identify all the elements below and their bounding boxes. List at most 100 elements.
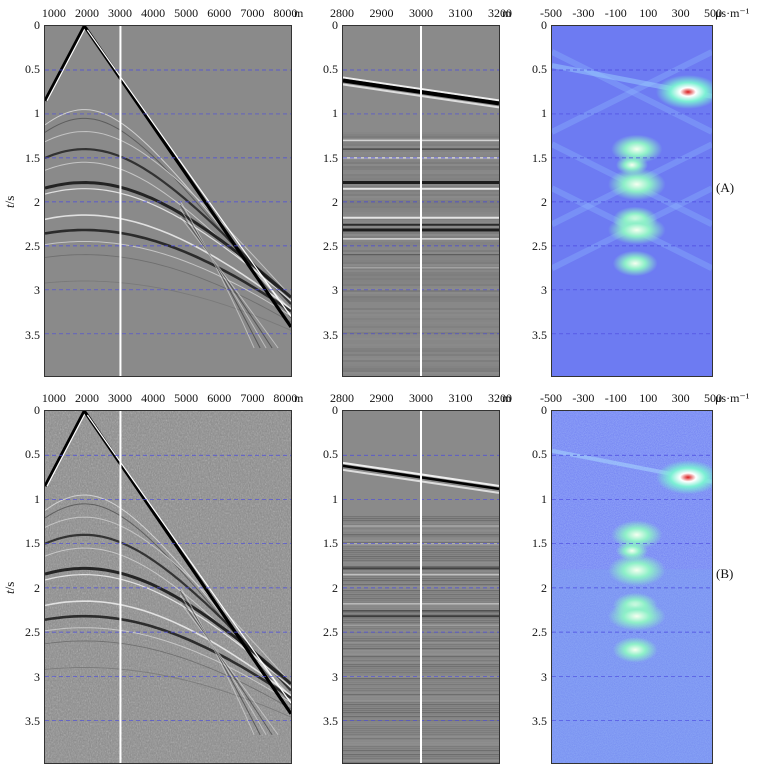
- semblance-peak: [612, 250, 658, 277]
- t-tick-label: 0.5: [25, 62, 40, 77]
- x-tick-label: -500: [540, 391, 562, 405]
- x-tick-label: -100: [604, 391, 627, 405]
- x-tick-label: -500: [540, 6, 562, 20]
- t-tick-label: 1.5: [323, 150, 338, 165]
- t-tick-label: 0.5: [323, 62, 338, 77]
- reflection-event: [45, 214, 291, 310]
- t-tick-label: 2.5: [532, 625, 547, 640]
- x-tick-label: 3200: [488, 391, 512, 405]
- x-tick-label: 1000: [41, 6, 66, 20]
- row-a-tag: (A): [716, 180, 735, 195]
- reflection-event: [45, 130, 291, 298]
- reflection-event: [45, 600, 291, 697]
- t-tick-label: 2.5: [25, 625, 40, 640]
- t-tick-label: 2: [332, 194, 338, 209]
- x-tick-label: 2800: [330, 6, 354, 20]
- zoom-svg: [343, 411, 499, 763]
- x-tick-label: 4000: [141, 6, 166, 20]
- t-tick-label: 3.5: [323, 327, 338, 342]
- x-unit-label: m: [294, 391, 304, 405]
- direct-wave-left: [45, 26, 86, 102]
- x-tick-label: -300: [572, 6, 595, 20]
- x-unit-label: m: [502, 6, 512, 20]
- semblance-peak: [616, 541, 648, 561]
- x-tick-label: -100: [604, 6, 627, 20]
- t-tick-label: 2: [541, 580, 547, 595]
- reflection-event: [45, 627, 291, 703]
- t-tick-label: 0: [541, 403, 547, 417]
- t-tick-label: 1: [332, 491, 338, 506]
- t-tick-label: 1: [541, 491, 547, 506]
- semblance-peak: [608, 601, 666, 631]
- x-tick-label: 3000: [108, 391, 133, 405]
- x-tick-label: 2800: [330, 391, 354, 405]
- reflection-event: [45, 180, 291, 299]
- semblance-peak: [608, 168, 666, 201]
- t-tick-label: 3.5: [532, 714, 547, 729]
- direct-wave-left: [45, 411, 86, 487]
- zoom-svg: [343, 26, 499, 376]
- t-tick-label: 1.5: [532, 150, 547, 165]
- t-tick-label: 0: [332, 403, 338, 417]
- reflection-event: [45, 533, 291, 692]
- x-tick-label: 500: [704, 6, 722, 20]
- x-tick-label: 300: [671, 391, 690, 405]
- t-tick-label: 1: [34, 106, 40, 121]
- reflection-event: [45, 228, 291, 313]
- reflection-event: [45, 516, 291, 684]
- semblance-peak: [611, 134, 663, 164]
- semblance-peak-max: [656, 74, 712, 109]
- x-tick-label: 8000: [273, 6, 298, 20]
- semblance-peak: [611, 520, 663, 550]
- t-tick-label: 0: [541, 18, 547, 32]
- x-unit-label: m: [294, 6, 304, 20]
- reflection-event: [45, 614, 291, 699]
- x-tick-label: 100: [639, 6, 658, 20]
- t-tick-label: 1.5: [25, 150, 40, 165]
- reflection-event: [45, 254, 291, 323]
- x-tick-label: 2000: [74, 6, 99, 20]
- x-unit-label: μs·m⁻¹: [715, 6, 750, 20]
- x-tick-label: 300: [671, 6, 690, 20]
- t-tick-label: 2: [34, 194, 40, 209]
- t-tick-label: 1: [332, 106, 338, 121]
- x-tick-label: 3100: [448, 391, 473, 405]
- x-tick-label: -300: [572, 391, 595, 405]
- t-tick-label: 1.5: [532, 536, 547, 551]
- semblance-peak: [608, 554, 666, 587]
- x-tick-label: 5000: [174, 391, 199, 405]
- x-tick-label: 4000: [141, 391, 166, 405]
- x-tick-label: 500: [704, 391, 722, 405]
- t-tick-label: 0.5: [532, 62, 547, 77]
- t-tick-label: 0.5: [323, 447, 338, 462]
- t-tick-label: 3: [541, 283, 547, 298]
- row-b-slowness-spectrum: [551, 410, 713, 764]
- t-tick-label: 3.5: [25, 327, 40, 342]
- direct-wave-right: [83, 411, 291, 715]
- x-tick-label: 2900: [369, 6, 394, 20]
- t-tick-label: 0: [34, 18, 40, 32]
- x-tick-label: 3000: [409, 391, 433, 405]
- direct-wave-right: [83, 26, 291, 328]
- t-tick-label: 1.5: [323, 536, 338, 551]
- x-unit-label: m: [502, 391, 512, 405]
- row-b-seismic-gather: [44, 410, 292, 764]
- gather-svg: [45, 26, 291, 376]
- x-tick-label: 8000: [273, 391, 298, 405]
- t-tick-label: 0: [34, 403, 40, 417]
- reflection-event: [45, 147, 291, 305]
- t-tick-label: 2.5: [323, 239, 338, 254]
- x-tick-label: 7000: [240, 391, 265, 405]
- t-tick-label: 0: [332, 18, 338, 32]
- reflection-event: [45, 241, 291, 317]
- t-tick-label: 2.5: [25, 239, 40, 254]
- x-tick-label: 5000: [174, 6, 199, 20]
- t-tick-label: 3.5: [532, 327, 547, 342]
- t-tick-label: 2: [34, 580, 40, 595]
- row-b-zoom-gather: [342, 410, 500, 764]
- row-b-y-axis-label: t/s: [2, 581, 17, 594]
- semblance-peak: [612, 636, 658, 663]
- t-tick-label: 2.5: [323, 625, 338, 640]
- x-tick-label: 2000: [74, 391, 99, 405]
- row-a-y-axis-label: t/s: [2, 195, 17, 208]
